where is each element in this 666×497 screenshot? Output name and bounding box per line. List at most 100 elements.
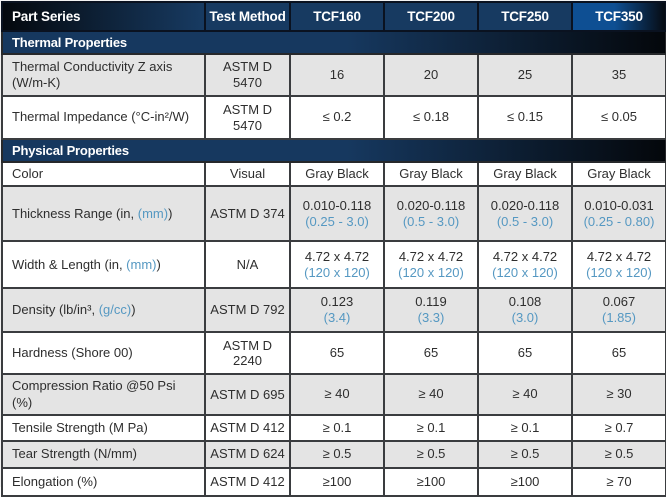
- spec-value-cell: ≥ 40: [383, 373, 479, 416]
- property-label: Density (lb/in³, (g/cc)): [1, 287, 206, 334]
- spec-value-cell: ≥ 40: [289, 373, 385, 416]
- spec-value-main: 0.020-0.118: [490, 197, 560, 213]
- section-header-row: Physical Properties: [1, 138, 666, 163]
- spec-value-cell: 0.010-0.031 (0.25 - 0.80): [571, 185, 666, 243]
- spec-value-cell: 4.72 x 4.72 (120 x 120): [289, 240, 385, 290]
- spec-value-main: 4.72 x 4.72: [492, 248, 558, 264]
- spec-value-cell: ≤ 0.18: [383, 95, 479, 140]
- property-row: Compression Ratio @50 Psi (%) ASTM D 695 ≥…: [1, 373, 666, 416]
- spec-value-cell: 35: [571, 53, 666, 97]
- spec-value-metric: (120 x 120): [492, 264, 558, 280]
- test-method-value: ASTM D 412: [204, 413, 291, 442]
- spec-value-cell: 4.72 x 4.72 (120 x 120): [571, 240, 666, 290]
- spec-value-cell: 65: [289, 331, 385, 376]
- spec-value-main: ≥ 40: [512, 386, 538, 402]
- property-row: Color Visual Gray Black Gray Black Gray Blac…: [1, 160, 666, 188]
- property-row: Thickness Range (in, (mm)) ASTM D 374 0.01…: [1, 185, 666, 243]
- property-label: Elongation (%): [1, 466, 206, 497]
- spec-value-cell: ≥ 0.1: [289, 413, 385, 442]
- spec-value-metric: (3.0): [511, 310, 539, 326]
- spec-value-metric: (0.25 - 0.80): [583, 213, 655, 229]
- spec-value-main: ≥ 0.1: [510, 419, 540, 435]
- spec-value-main: ≥ 0.5: [604, 446, 634, 462]
- spec-value-main: 0.010-0.118: [302, 197, 372, 213]
- spec-value-cell: 4.72 x 4.72 (120 x 120): [477, 240, 573, 290]
- spec-value-main: ≥ 40: [324, 386, 350, 402]
- spec-value-cell: ≥ 0.5: [571, 439, 666, 469]
- spec-value-metric: (120 x 120): [398, 264, 464, 280]
- spec-value-cell: ≤ 0.2: [289, 95, 385, 140]
- property-label-part: Density (lb/in³,: [12, 302, 99, 318]
- spec-value-metric: (1.85): [602, 310, 636, 326]
- col-header-tcf350: TCF350: [571, 1, 666, 32]
- property-label-part: ): [131, 302, 136, 318]
- spec-value-metric: (3.3): [417, 310, 445, 326]
- spec-value-main: ≥ 0.5: [322, 446, 352, 462]
- spec-value-cell: 0.020-0.118 (0.5 - 3.0): [383, 185, 479, 243]
- spec-value-cell: 0.119 (3.3): [383, 287, 479, 334]
- spec-value-main: ≥ 0.5: [510, 446, 540, 462]
- spec-value-main: 20: [423, 66, 439, 82]
- spec-value-cell: 0.067 (1.85): [571, 287, 666, 334]
- spec-value-main: ≤ 0.15: [506, 109, 544, 125]
- spec-value-cell: 25: [477, 53, 573, 97]
- spec-value-main: ≥ 0.7: [604, 419, 634, 435]
- spec-value-main: ≥100: [416, 473, 446, 489]
- spec-value-main: Gray Black: [305, 166, 369, 181]
- property-label: Tensile Strength (M Pa): [1, 413, 206, 442]
- test-method-value: Visual: [204, 160, 291, 188]
- property-label-part: Hardness (Shore 00): [12, 345, 133, 361]
- property-label-part: Width & Length (in,: [12, 256, 127, 272]
- spec-value-metric: (120 x 120): [586, 264, 652, 280]
- property-label: Compression Ratio @50 Psi (%): [1, 373, 206, 416]
- test-method-value: N/A: [204, 240, 291, 290]
- spec-value-main: ≥ 0.1: [322, 419, 352, 435]
- spec-value-cell: ≥ 40: [477, 373, 573, 416]
- spec-value-cell: 0.108 (3.0): [477, 287, 573, 334]
- test-method-value: ASTM D 792: [204, 287, 291, 334]
- spec-value-main: 4.72 x 4.72: [398, 248, 464, 264]
- table-header-row: Part Series Test Method TCF160 TCF200 TC…: [1, 1, 666, 32]
- property-label-part: Tear Strength (N/mm): [12, 446, 137, 462]
- spec-value-cell: ≥100: [477, 466, 573, 497]
- spec-value-cell: Gray Black: [571, 160, 666, 188]
- spec-value-cell: ≥ 0.5: [289, 439, 385, 469]
- spec-value-main: ≥ 0.1: [416, 419, 446, 435]
- spec-value-cell: 4.72 x 4.72 (120 x 120): [383, 240, 479, 290]
- spec-value-main: 16: [329, 66, 345, 82]
- spec-value-metric: (0.5 - 3.0): [496, 213, 554, 229]
- spec-value-main: 0.108: [508, 294, 542, 309]
- test-method-value: ASTM D 695: [204, 373, 291, 416]
- col-header-part-series: Part Series: [1, 1, 206, 32]
- property-label: Thermal Conductivity Z axis (W/m-K): [1, 53, 206, 97]
- spec-value-metric: (0.25 - 3.0): [305, 213, 369, 229]
- spec-value-cell: ≥ 0.1: [383, 413, 479, 442]
- test-method-value: ASTM D 624: [204, 439, 291, 469]
- spec-value-main: 65: [517, 345, 533, 361]
- spec-value-main: Gray Black: [587, 166, 651, 181]
- property-label: Color: [1, 160, 206, 188]
- spec-value-main: 0.020-0.118: [396, 197, 466, 213]
- col-header-tcf200: TCF200: [383, 1, 479, 32]
- property-label: Thermal Impedance (°C-in²/W): [1, 95, 206, 140]
- property-label: Tear Strength (N/mm): [1, 439, 206, 469]
- property-row: Tear Strength (N/mm) ASTM D 624 ≥ 0.5 ≥ 0.5…: [1, 439, 666, 469]
- property-label-part: Thickness Range (in,: [12, 205, 138, 221]
- spec-value-cell: ≥ 0.7: [571, 413, 666, 442]
- section-header-row: Thermal Properties: [1, 30, 666, 55]
- spec-value-main: Gray Black: [399, 166, 463, 181]
- spec-value-main: Gray Black: [493, 166, 557, 181]
- property-label-part: Elongation (%): [12, 473, 98, 489]
- spec-value-main: ≥ 70: [606, 473, 632, 489]
- col-header-test-method: Test Method: [204, 1, 291, 32]
- spec-value-main: 65: [423, 345, 439, 361]
- spec-value-main: ≥ 0.5: [416, 446, 446, 462]
- spec-value-cell: 0.123 (3.4): [289, 287, 385, 334]
- spec-value-main: ≤ 0.05: [600, 109, 638, 125]
- property-label-part: Tensile Strength (M Pa): [12, 419, 148, 435]
- spec-value-cell: ≤ 0.05: [571, 95, 666, 140]
- spec-value-cell: Gray Black: [383, 160, 479, 188]
- spec-value-metric: (3.4): [323, 310, 351, 326]
